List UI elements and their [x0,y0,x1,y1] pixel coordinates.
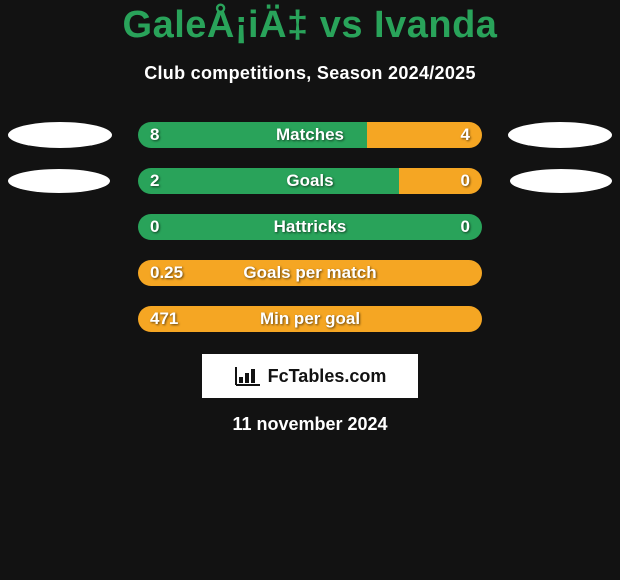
stat-row: 2 0 Goals [0,168,620,194]
page-subtitle: Club competitions, Season 2024/2025 [144,63,476,84]
stat-value-left: 0 [150,217,159,237]
stat-label: Matches [276,125,344,145]
stat-row: 8 4 Matches [0,122,620,148]
stat-label: Goals [286,171,333,191]
player-marker-right [510,169,612,193]
comparison-page: GaleÅ¡iÄ‡ vs Ivanda Club competitions, S… [0,0,620,580]
stat-value-right: 0 [461,171,470,191]
stat-label: Goals per match [243,263,376,283]
stat-rows: 8 4 Matches 2 0 Goals 0 0 Hattricks 0.25 Goals per… [0,122,620,332]
page-title: GaleÅ¡iÄ‡ vs Ivanda [123,4,498,47]
player-marker-left [8,169,110,193]
stat-row: 471 Min per goal [0,306,620,332]
stat-row: 0.25 Goals per match [0,260,620,286]
stat-value-left: 471 [150,309,178,329]
stat-value-right: 4 [461,125,470,145]
logo-text: FcTables.com [268,366,387,387]
stat-value-left: 0.25 [150,263,183,283]
logo-box[interactable]: FcTables.com [202,354,418,398]
stat-value-left: 8 [150,125,159,145]
stat-bar-left [138,168,399,194]
player-marker-right [508,122,612,148]
bar-chart-icon [234,365,262,387]
date-label: 11 november 2024 [232,414,387,435]
player-marker-left [8,122,112,148]
stat-row: 0 0 Hattricks [0,214,620,240]
stat-value-left: 2 [150,171,159,191]
stat-value-right: 0 [461,217,470,237]
stat-label: Min per goal [260,309,360,329]
stat-label: Hattricks [274,217,347,237]
